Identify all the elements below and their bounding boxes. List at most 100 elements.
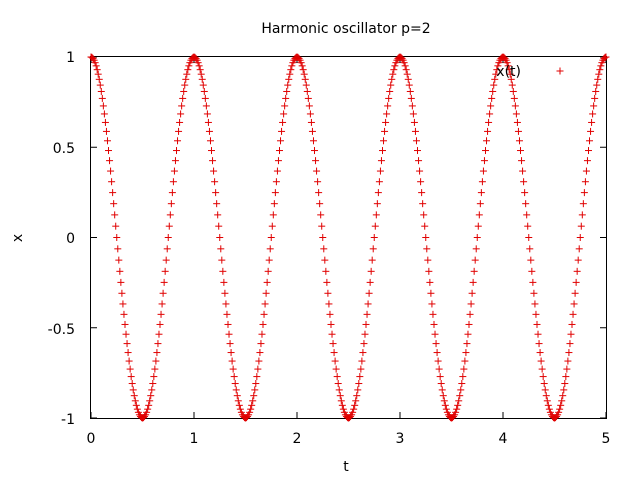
data-point: [101, 118, 109, 126]
data-point: [163, 245, 171, 253]
data-point: [178, 102, 186, 110]
data-point: [426, 278, 434, 286]
data-point: [398, 54, 406, 62]
data-point: [124, 349, 132, 357]
data-point: [125, 357, 133, 365]
data-point: [209, 157, 217, 165]
data-point: [332, 365, 340, 373]
data-point: [204, 118, 212, 126]
data-point: [120, 310, 128, 318]
data-point: [231, 380, 239, 388]
data-point: [432, 340, 440, 348]
data-point: [424, 256, 432, 264]
data-point: [454, 401, 462, 409]
chart-title: Harmonic oscillator p=2: [261, 21, 430, 37]
data-point: [357, 365, 365, 373]
data-point: [230, 373, 238, 381]
data-point: [531, 300, 539, 308]
data-point: [376, 167, 384, 175]
data-point: [366, 278, 374, 286]
data-point: [206, 137, 214, 145]
data-point: [212, 189, 220, 197]
data-point: [275, 147, 283, 155]
data-point: [492, 70, 500, 78]
data-point: [353, 392, 361, 400]
data-point: [89, 54, 97, 62]
data-point: [532, 310, 540, 318]
x-tick-label-1: 1: [190, 431, 199, 447]
data-point: [474, 222, 482, 230]
data-point: [327, 320, 335, 328]
data-point: [220, 278, 228, 286]
data-point: [526, 245, 534, 253]
data-point: [587, 127, 595, 135]
data-point: [510, 94, 518, 102]
data-point: [335, 386, 343, 394]
data-point: [298, 62, 306, 70]
data-point: [306, 110, 314, 118]
data-point: [429, 310, 437, 318]
data-point: [488, 94, 496, 102]
data-point: [280, 110, 288, 118]
data-point: [537, 357, 545, 365]
data-point: [97, 87, 105, 95]
data-point: [578, 211, 586, 219]
data-point: [378, 147, 386, 155]
data-point: [91, 59, 99, 67]
data-point: [508, 81, 516, 89]
data-point: [202, 102, 210, 110]
data-point: [467, 300, 475, 308]
data-point: [133, 405, 141, 413]
data-point: [288, 62, 296, 70]
data-point: [506, 70, 514, 78]
data-point: [325, 300, 333, 308]
data-point: [477, 189, 485, 197]
data-point: [200, 87, 208, 95]
data-point: [225, 330, 233, 338]
data-point: [464, 330, 472, 338]
data-point: [403, 70, 411, 78]
data-point: [387, 81, 395, 89]
data-point: [103, 137, 111, 145]
data-point: [377, 157, 385, 165]
data-point: [224, 320, 232, 328]
data-point: [462, 349, 470, 357]
data-point: [260, 310, 268, 318]
data-point: [573, 267, 581, 275]
data-point: [235, 401, 243, 409]
data-point: [128, 380, 136, 388]
data-point: [165, 222, 173, 230]
data-point: [368, 256, 376, 264]
data-point: [279, 118, 287, 126]
data-point: [514, 127, 522, 135]
data-point: [465, 320, 473, 328]
data-point: [317, 211, 325, 219]
data-point: [321, 256, 329, 264]
data-point: [282, 94, 290, 102]
data-point: [171, 157, 179, 165]
data-point: [588, 118, 596, 126]
data-point: [404, 75, 412, 83]
data-point: [265, 256, 273, 264]
data-point: [389, 70, 397, 78]
data-point: [565, 349, 573, 357]
data-point: [117, 278, 125, 286]
x-tick-label-3: 3: [396, 431, 405, 447]
data-point: [307, 118, 315, 126]
legend-marker-plus: [556, 67, 564, 75]
data-point: [388, 75, 396, 83]
data-point: [150, 373, 158, 381]
data-point: [538, 365, 546, 373]
data-point: [249, 397, 257, 405]
data-point: [594, 75, 602, 83]
data-point: [491, 75, 499, 83]
data-point: [324, 289, 332, 297]
data-point: [362, 320, 370, 328]
data-point: [198, 75, 206, 83]
data-point: [221, 289, 229, 297]
data-point: [380, 137, 388, 145]
data-point: [313, 167, 321, 175]
data-point: [575, 245, 583, 253]
data-point: [586, 137, 594, 145]
data-point: [481, 147, 489, 155]
